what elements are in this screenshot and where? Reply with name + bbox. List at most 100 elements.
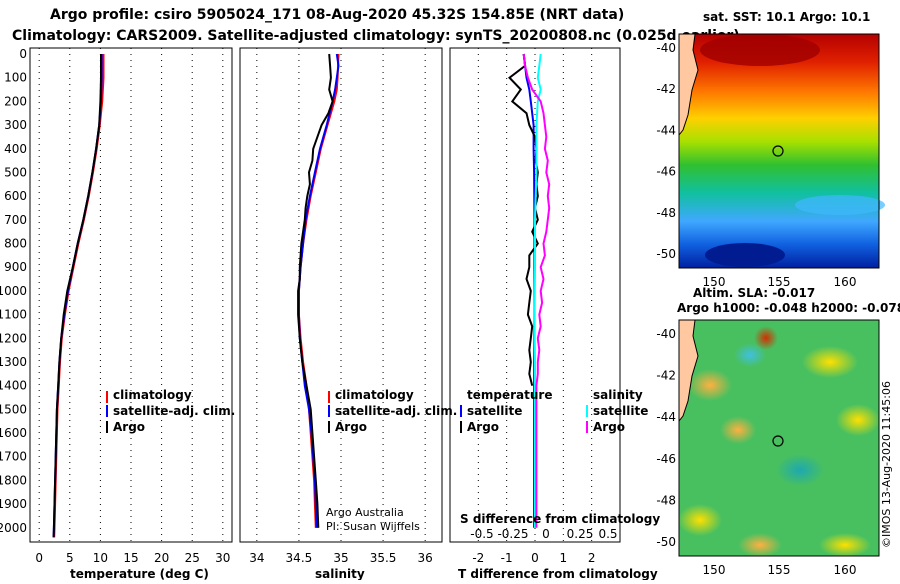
- depth-tick-label: 1400: [0, 379, 27, 393]
- x-tick-label: 1: [560, 551, 568, 565]
- sst-field: [679, 34, 879, 268]
- tasmania-coast: [678, 319, 699, 423]
- depth-tick-label: 300: [4, 118, 27, 132]
- x-tick-label: 35.5: [370, 551, 397, 565]
- imos-watermark: ©IMOS 13-Aug-2020 11:45:06: [880, 381, 893, 548]
- legend-temperature-title: temperature: [467, 388, 552, 402]
- map-y-tick-label: -42: [656, 369, 676, 383]
- map-y-tick-label: -44: [656, 123, 676, 137]
- depth-tick-label: 100: [4, 71, 27, 85]
- depth-tick-label: 0: [19, 47, 27, 61]
- map-x-tick-label: 155: [768, 563, 791, 577]
- sla-peak-patch: [754, 326, 778, 350]
- x-tick-label: 25: [185, 551, 200, 565]
- sla-high-patch: [688, 369, 732, 401]
- sst-map: [678, 33, 885, 269]
- x-tick-label: 35: [333, 551, 348, 565]
- map-y-tick-label: -42: [656, 82, 676, 96]
- map-tick-labels: 150 155 160 -40 -42 -44 -46 -48 -50 150 155 160 -40 -…: [656, 41, 856, 577]
- title-line-1: Argo profile: csiro 5905024_171 08-Aug-2…: [50, 7, 624, 23]
- legend-satellite: satellite-adj. clim.: [113, 404, 235, 418]
- map-y-tick-label: -46: [656, 165, 676, 179]
- sla-high-patch: [738, 533, 782, 557]
- s-diff-tick-label: -0.5: [470, 527, 493, 541]
- s-diff-tick-label: -0.25: [497, 527, 528, 541]
- s-diff-tick-label: 0.25: [567, 527, 594, 541]
- x-tick-label: 36: [418, 551, 433, 565]
- difference-legend: temperature satellite Argo salinity sate…: [460, 388, 648, 434]
- sla-map: [678, 319, 880, 557]
- legend-s-satellite: satellite: [593, 404, 648, 418]
- depth-tick-label: 2000: [0, 521, 27, 535]
- tasmania-coast: [678, 33, 699, 137]
- depth-tick-label: 1800: [0, 473, 27, 487]
- x-tick-label: 15: [123, 551, 138, 565]
- title-line-2: Climatology: CARS2009. Satellite-adjuste…: [12, 28, 740, 44]
- x-tick-label: 5: [66, 551, 74, 565]
- x-tick-label: -2: [472, 551, 484, 565]
- x-tick-labels: 0 5 10 15 20 25 30 34 34.5 35 35.5 36 -2 -1 0 1 2: [35, 551, 595, 565]
- legend-t-satellite: satellite: [467, 404, 522, 418]
- sla-high-patch: [720, 416, 756, 444]
- map-y-tick-label: -50: [656, 535, 676, 549]
- series-line-climatology: [53, 54, 105, 538]
- x-tick-label: 0: [35, 551, 43, 565]
- depth-tick-label: 600: [4, 189, 27, 203]
- s-diff-tick-label: 0: [542, 527, 550, 541]
- map-y-tick-label: -40: [656, 41, 676, 55]
- legend-climatology: climatology: [335, 388, 414, 402]
- map-x-tick-label: 150: [703, 275, 726, 289]
- legend-t-argo: Argo: [467, 420, 499, 434]
- credit-line-1: Argo Australia: [326, 506, 404, 519]
- depth-tick-label: 1500: [0, 402, 27, 416]
- series-line-argo: [52, 54, 102, 538]
- t-difference-axis-label: T difference from climatology: [458, 567, 658, 580]
- depth-tick-label: 1200: [0, 331, 27, 345]
- depth-axis: 0 100 200 300 400 500 600 700 800 900 1000 1100 1200…: [0, 47, 27, 535]
- map-y-tick-label: -46: [656, 452, 676, 466]
- series-line-satellite-adj-clim-: [52, 54, 103, 538]
- sla-high-patch: [819, 533, 871, 557]
- s-diff-tick-label: 0.5: [598, 527, 617, 541]
- x-tick-label: 30: [215, 551, 230, 565]
- series-line-t-argo: [508, 53, 539, 386]
- map-x-tick-label: 155: [768, 275, 791, 289]
- series-line-s-satellite: [533, 53, 542, 528]
- sst-cold-patch: [705, 243, 785, 267]
- sla-high-patch: [836, 404, 880, 436]
- legend-argo: Argo: [113, 420, 145, 434]
- map-y-tick-label: -48: [656, 493, 676, 507]
- sst-warm-patch: [700, 34, 820, 66]
- legend-argo: Argo: [335, 420, 367, 434]
- depth-tick-label: 400: [4, 142, 27, 156]
- series-line-climatology: [297, 53, 340, 528]
- x-tick-label: 2: [588, 551, 596, 565]
- sla-high-patch: [678, 504, 722, 536]
- sla-high-patch: [802, 346, 858, 378]
- salinity-axis-label: salinity: [315, 567, 365, 580]
- x-tick-label: 34: [249, 551, 264, 565]
- sla-low-patch: [776, 454, 824, 486]
- credit-line-2: PI: Susan Wijffels: [326, 520, 420, 533]
- map-y-tick-label: -40: [656, 327, 676, 341]
- legend-climatology: climatology: [113, 388, 192, 402]
- series-line-satellite-adj-clim-: [297, 53, 340, 528]
- s-difference-axis-label: S difference from climatology: [460, 512, 660, 526]
- depth-tick-label: 500: [4, 165, 27, 179]
- sla-map-subtitle: Argo h1000: -0.048 h2000: -0.078: [677, 301, 900, 315]
- series-layer: [52, 53, 551, 538]
- depth-tick-label: 1000: [0, 284, 27, 298]
- map-x-tick-label: 160: [834, 275, 857, 289]
- depth-tick-label: 1600: [0, 426, 27, 440]
- depth-tick-label: 1300: [0, 355, 27, 369]
- x-tick-label: -1: [501, 551, 513, 565]
- series-line-argo: [297, 53, 334, 528]
- legend-salinity-title: salinity: [593, 388, 643, 402]
- depth-tick-label: 700: [4, 213, 27, 227]
- temperature-axis-label: temperature (deg C): [70, 567, 209, 580]
- sla-map-title: Altim. SLA: -0.017: [693, 286, 815, 300]
- map-x-tick-label: 160: [834, 563, 857, 577]
- depth-tick-label: 1900: [0, 497, 27, 511]
- sst-cool-patch: [795, 195, 885, 215]
- depth-tick-label: 200: [4, 94, 27, 108]
